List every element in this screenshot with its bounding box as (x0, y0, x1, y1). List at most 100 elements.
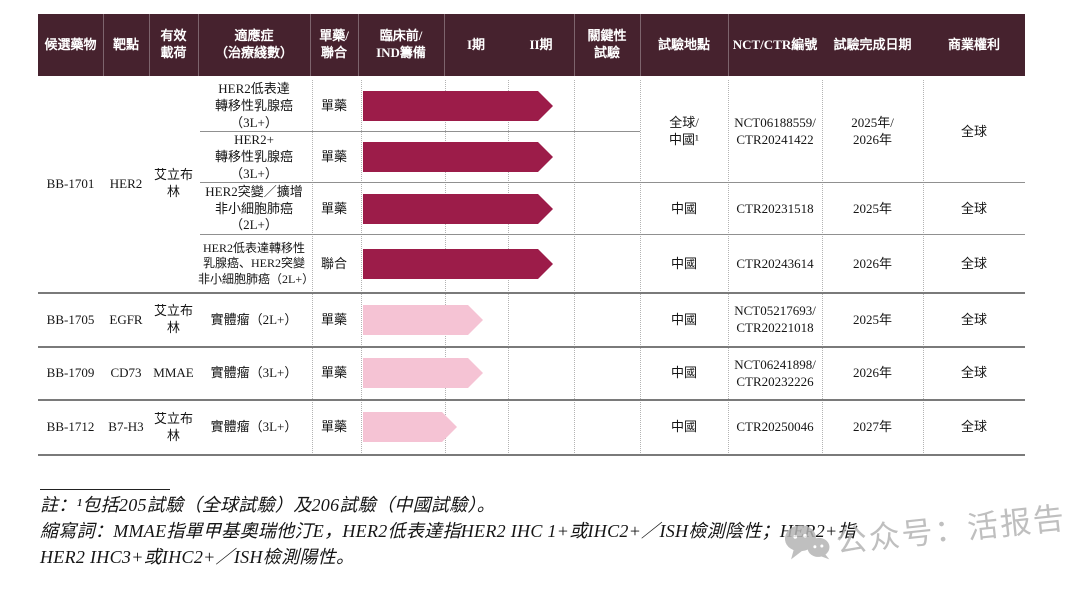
subrow-separator (200, 234, 1025, 235)
nct-cell: NCT06188559/ CTR20241422 (734, 115, 816, 147)
column-gridline (312, 80, 313, 455)
candidate-bb1701: BB-1701 (46, 175, 95, 191)
table-bottom-border (38, 454, 1025, 456)
header-divider (310, 14, 311, 76)
rights-cell: 全球 (960, 311, 987, 327)
header-phase1: I期 (466, 36, 486, 52)
indication-cell: HER2突變／擴增 非小細胞肺癌 （2L+） (205, 183, 303, 233)
header-divider (640, 14, 641, 76)
date-cell: 2027年 (852, 419, 892, 435)
group-separator (38, 399, 1025, 401)
progress-arrow (363, 412, 457, 442)
footnote-1: 註：¹包括205試驗（全球試驗）及206試驗（中國試驗）。 (40, 495, 496, 515)
candidate-bb1705: BB-1705 (46, 311, 95, 327)
site-cell: 中國 (670, 255, 697, 271)
mode-cell: 單藥 (320, 200, 347, 216)
date-cell: 2026年 (852, 365, 892, 381)
footnote-rule (40, 489, 170, 490)
rights-cell: 全球 (960, 419, 987, 435)
nct-cell: CTR20250046 (736, 419, 814, 435)
abbreviations-line-1: 縮寫詞：MMAE指單甲基奧瑞他汀E，HER2低表達指HER2 IHC 1+或IH… (40, 521, 856, 541)
candidate-bb1709: BB-1709 (46, 365, 95, 381)
mode-cell: 聯合 (320, 255, 347, 271)
progress-arrow (363, 249, 553, 279)
nct-cell: NCT05217693/ CTR20221018 (734, 303, 816, 335)
header-target: 靶點 (112, 36, 139, 52)
progress-arrow (363, 142, 553, 172)
rights-cell: 全球 (960, 255, 987, 271)
header-divider (149, 14, 150, 76)
mode-cell: 單藥 (320, 98, 347, 114)
nct-cell: CTR20243614 (736, 255, 814, 271)
target-her2: HER2 (109, 175, 143, 191)
date-cell: 2025年 (852, 311, 892, 327)
header-completion: 試驗完成日期 (833, 36, 912, 52)
abbreviations-line-2: HER2 IHC3+或IHC2+／ISH檢測陽性。 (40, 547, 355, 567)
wechat-icon (782, 520, 832, 565)
subrow-separator (200, 182, 1025, 183)
indication-cell: HER2低表達 轉移性乳腺癌 （3L+） (214, 81, 293, 130)
table-header-bar (38, 14, 1025, 76)
site-cell: 中國 (670, 311, 697, 327)
mode-cell: 單藥 (320, 365, 347, 381)
site-cell: 中國 (670, 200, 697, 216)
header-pivotal: 關鍵性 試驗 (587, 28, 627, 60)
header-indication: 適應症 （治療綫數） (214, 28, 293, 60)
date-cell: 2026年 (852, 255, 892, 271)
watermark: 公众号：活报告 (782, 493, 1068, 567)
rights-cell: 全球 (960, 365, 987, 381)
date-cell: 2025年/ 2026年 (851, 115, 894, 147)
column-gridline (728, 80, 729, 455)
header-divider (103, 14, 104, 76)
nct-cell: NCT06241898/ CTR20232226 (734, 356, 816, 389)
nct-cell: CTR20231518 (736, 200, 814, 216)
header-divider (444, 14, 445, 76)
mode-cell: 單藥 (320, 149, 347, 165)
mode-cell: 單藥 (320, 311, 347, 327)
target-egfr: EGFR (109, 311, 143, 327)
header-preclinical: 臨床前/ IND籌備 (376, 28, 426, 60)
header-divider (728, 14, 729, 76)
column-gridline (923, 80, 924, 455)
payload-eribulin: 艾立布林 (153, 410, 193, 443)
header-divider (198, 14, 199, 76)
payload-mmae: MMAE (153, 365, 194, 381)
group-separator (38, 346, 1025, 348)
rights-cell: 全球 (960, 200, 987, 216)
progress-arrow (363, 358, 483, 388)
header-payload: 有效 載荷 (160, 28, 187, 60)
column-gridline (574, 80, 575, 455)
header-nct: NCT/CTR編號 (732, 36, 818, 52)
column-gridline (822, 80, 823, 455)
watermark-text: 公众号：活报告 (834, 500, 1068, 560)
mode-cell: 單藥 (320, 419, 347, 435)
indication-cell: 實體瘤（3L+） (210, 365, 298, 381)
payload-eribulin: 艾立布林 (153, 303, 193, 335)
indication-cell: HER2+ 轉移性乳腺癌 （3L+） (214, 132, 293, 181)
rights-cell: 全球 (960, 123, 987, 139)
target-cd73: CD73 (110, 365, 142, 381)
indication-cell: HER2低表達轉移性 乳腺癌、HER2突變 非小細胞肺癌（2L+） (198, 240, 315, 286)
group-separator (38, 292, 1025, 294)
date-cell: 2025年 (852, 200, 892, 216)
site-cell: 中國 (670, 419, 697, 435)
site-cell: 全球/ 中國¹ (669, 115, 699, 147)
header-site: 試驗地點 (657, 36, 710, 52)
header-mode: 單藥/ 聯合 (319, 28, 349, 60)
column-gridline (361, 80, 362, 455)
payload-eribulin: 艾立布林 (153, 167, 193, 199)
indication-cell: 實體瘤（2L+） (210, 311, 298, 327)
candidate-bb1712: BB-1712 (46, 419, 95, 435)
header-phase2: II期 (529, 36, 553, 52)
header-divider (574, 14, 575, 76)
progress-arrow (363, 305, 483, 335)
subrow-separator (200, 131, 640, 132)
site-cell: 中國 (670, 365, 697, 381)
progress-arrow (363, 194, 553, 224)
indication-cell: 實體瘤（3L+） (210, 419, 298, 435)
header-rights: 商業權利 (947, 36, 1000, 52)
progress-arrow (363, 91, 553, 121)
header-divider (358, 14, 359, 76)
target-b7h3: B7-H3 (108, 419, 144, 435)
